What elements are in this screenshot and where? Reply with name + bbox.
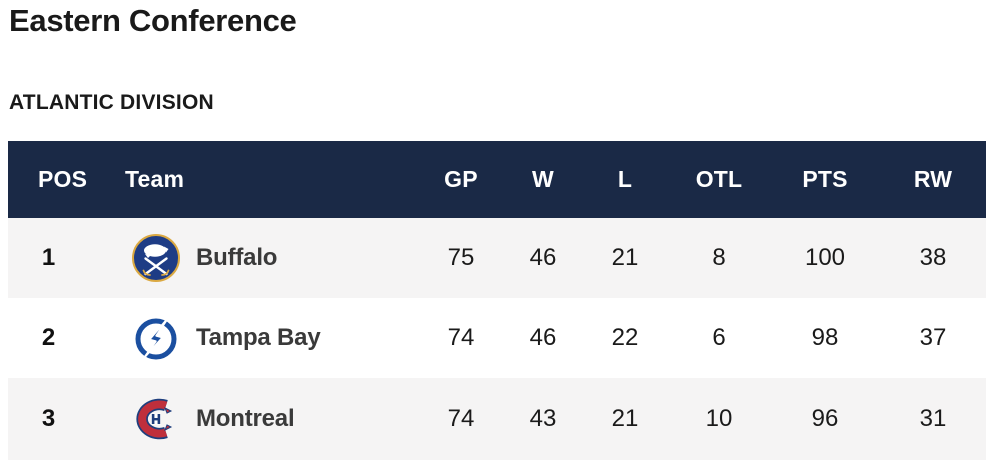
position-value: 1 [41, 244, 56, 271]
column-header-l: L [617, 166, 633, 192]
column-header-gp: GP [444, 166, 478, 192]
gp-value: 74 [447, 324, 475, 351]
team-row-tampa-bay[interactable]: 2 Tampa Bay 74 46 22 6 98 37 [8, 298, 986, 378]
conference-title: Eastern Conference [9, 3, 297, 38]
gp-value: 74 [447, 405, 475, 432]
pts-value: 96 [811, 405, 839, 432]
rw-value: 31 [919, 405, 947, 432]
column-header-w: W [532, 166, 554, 192]
team-row-buffalo[interactable]: 1 [8, 218, 986, 298]
otl-value: 6 [712, 324, 726, 351]
otl-value: 10 [705, 405, 733, 432]
standings-table: POS Team GP W L OTL PTS RW 1 [8, 141, 986, 460]
team-name: Tampa Bay [196, 324, 321, 351]
position-value: 2 [41, 324, 56, 351]
w-value: 46 [529, 244, 557, 271]
otl-value: 8 [712, 244, 726, 271]
w-value: 43 [529, 405, 557, 432]
l-value: 21 [611, 244, 639, 271]
pts-value: 98 [811, 324, 839, 351]
standings-table-container: POS Team GP W L OTL PTS RW 1 [8, 141, 986, 460]
table-header-row: POS Team GP W L OTL PTS RW [8, 141, 986, 218]
column-header-team: Team [125, 166, 185, 192]
team-name: Buffalo [196, 244, 278, 271]
pts-value: 100 [804, 244, 846, 271]
column-header-otl: OTL [695, 166, 743, 192]
montreal-canadiens-logo-icon [136, 398, 173, 440]
gp-value: 75 [447, 244, 475, 271]
rw-value: 37 [919, 324, 947, 351]
l-value: 22 [611, 324, 639, 351]
column-header-pts: PTS [802, 166, 848, 192]
team-row-montreal[interactable]: 3 Montreal [8, 378, 986, 460]
position-value: 3 [41, 405, 56, 432]
l-value: 21 [611, 405, 639, 432]
column-header-pos: POS [38, 166, 88, 192]
w-value: 46 [529, 324, 557, 351]
tampa-bay-lightning-logo-icon [135, 316, 177, 360]
buffalo-sabres-logo-icon [132, 234, 180, 282]
team-name: Montreal [196, 405, 295, 432]
column-header-rw: RW [913, 166, 953, 192]
rw-value: 38 [919, 244, 947, 271]
division-title: ATLANTIC DIVISION [9, 91, 214, 114]
